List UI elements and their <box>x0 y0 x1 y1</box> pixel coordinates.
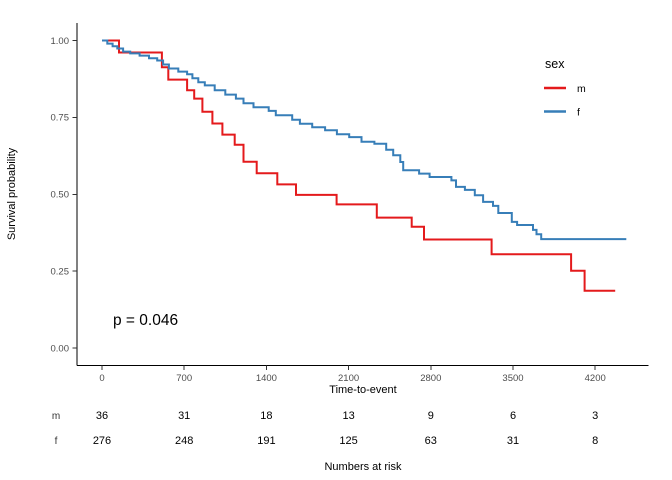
y-axis-title: Survival probability <box>6 147 18 240</box>
risk-count: 125 <box>339 435 357 447</box>
p-value-annotation: p = 0.046 <box>113 312 178 329</box>
x-tick-label: 3500 <box>502 373 523 384</box>
risk-count: 191 <box>257 435 275 447</box>
risk-count: 8 <box>592 435 598 447</box>
x-tick-label: 700 <box>176 373 192 384</box>
risk-count: 36 <box>96 410 108 422</box>
risk-row-label-f: f <box>55 436 58 447</box>
risk-count: 31 <box>178 410 190 422</box>
y-tick-label: 0.25 <box>51 266 70 277</box>
y-tick-label: 0.75 <box>51 113 70 124</box>
x-tick-label: 2800 <box>420 373 441 384</box>
risk-table-title: Numbers at risk <box>324 461 402 473</box>
x-tick-label: 0 <box>99 373 104 384</box>
km-curve-f <box>102 39 627 241</box>
y-axis-ticks: 0.00 0.25 0.50 0.75 1.00 <box>51 36 77 354</box>
legend-label-m: m <box>577 83 586 95</box>
risk-count: 6 <box>510 410 516 422</box>
legend-title: sex <box>545 57 565 71</box>
risk-count: 31 <box>507 435 519 447</box>
y-tick-label: 0.00 <box>51 343 70 354</box>
risk-count: 63 <box>425 435 437 447</box>
risk-count: 13 <box>342 410 354 422</box>
risk-count: 18 <box>260 410 272 422</box>
x-tick-label: 1400 <box>256 373 277 384</box>
x-axis-title: Time-to-event <box>329 384 396 396</box>
km-curve-m <box>102 39 616 292</box>
legend-label-f: f <box>577 107 580 119</box>
risk-count: 276 <box>93 435 111 447</box>
y-tick-label: 0.50 <box>51 190 70 201</box>
risk-count: 248 <box>175 435 193 447</box>
x-axis-ticks: 0 700 1400 2100 2800 3500 4200 <box>99 365 606 384</box>
risk-count: 9 <box>428 410 434 422</box>
risk-row-label-m: m <box>52 411 60 422</box>
legend: sex m f <box>544 57 586 119</box>
x-tick-label: 4200 <box>585 373 606 384</box>
numbers-at-risk-table: m 36 31 18 13 9 6 3f 276 248 191 125 63 31 8 <box>52 410 598 447</box>
survival-curves <box>102 39 627 292</box>
risk-count: 3 <box>592 410 598 422</box>
y-tick-label: 1.00 <box>51 36 70 47</box>
axes: 0.00 0.25 0.50 0.75 1.00 0 700 1400 2100 2800 350… <box>51 23 649 384</box>
x-tick-label: 2100 <box>338 373 359 384</box>
